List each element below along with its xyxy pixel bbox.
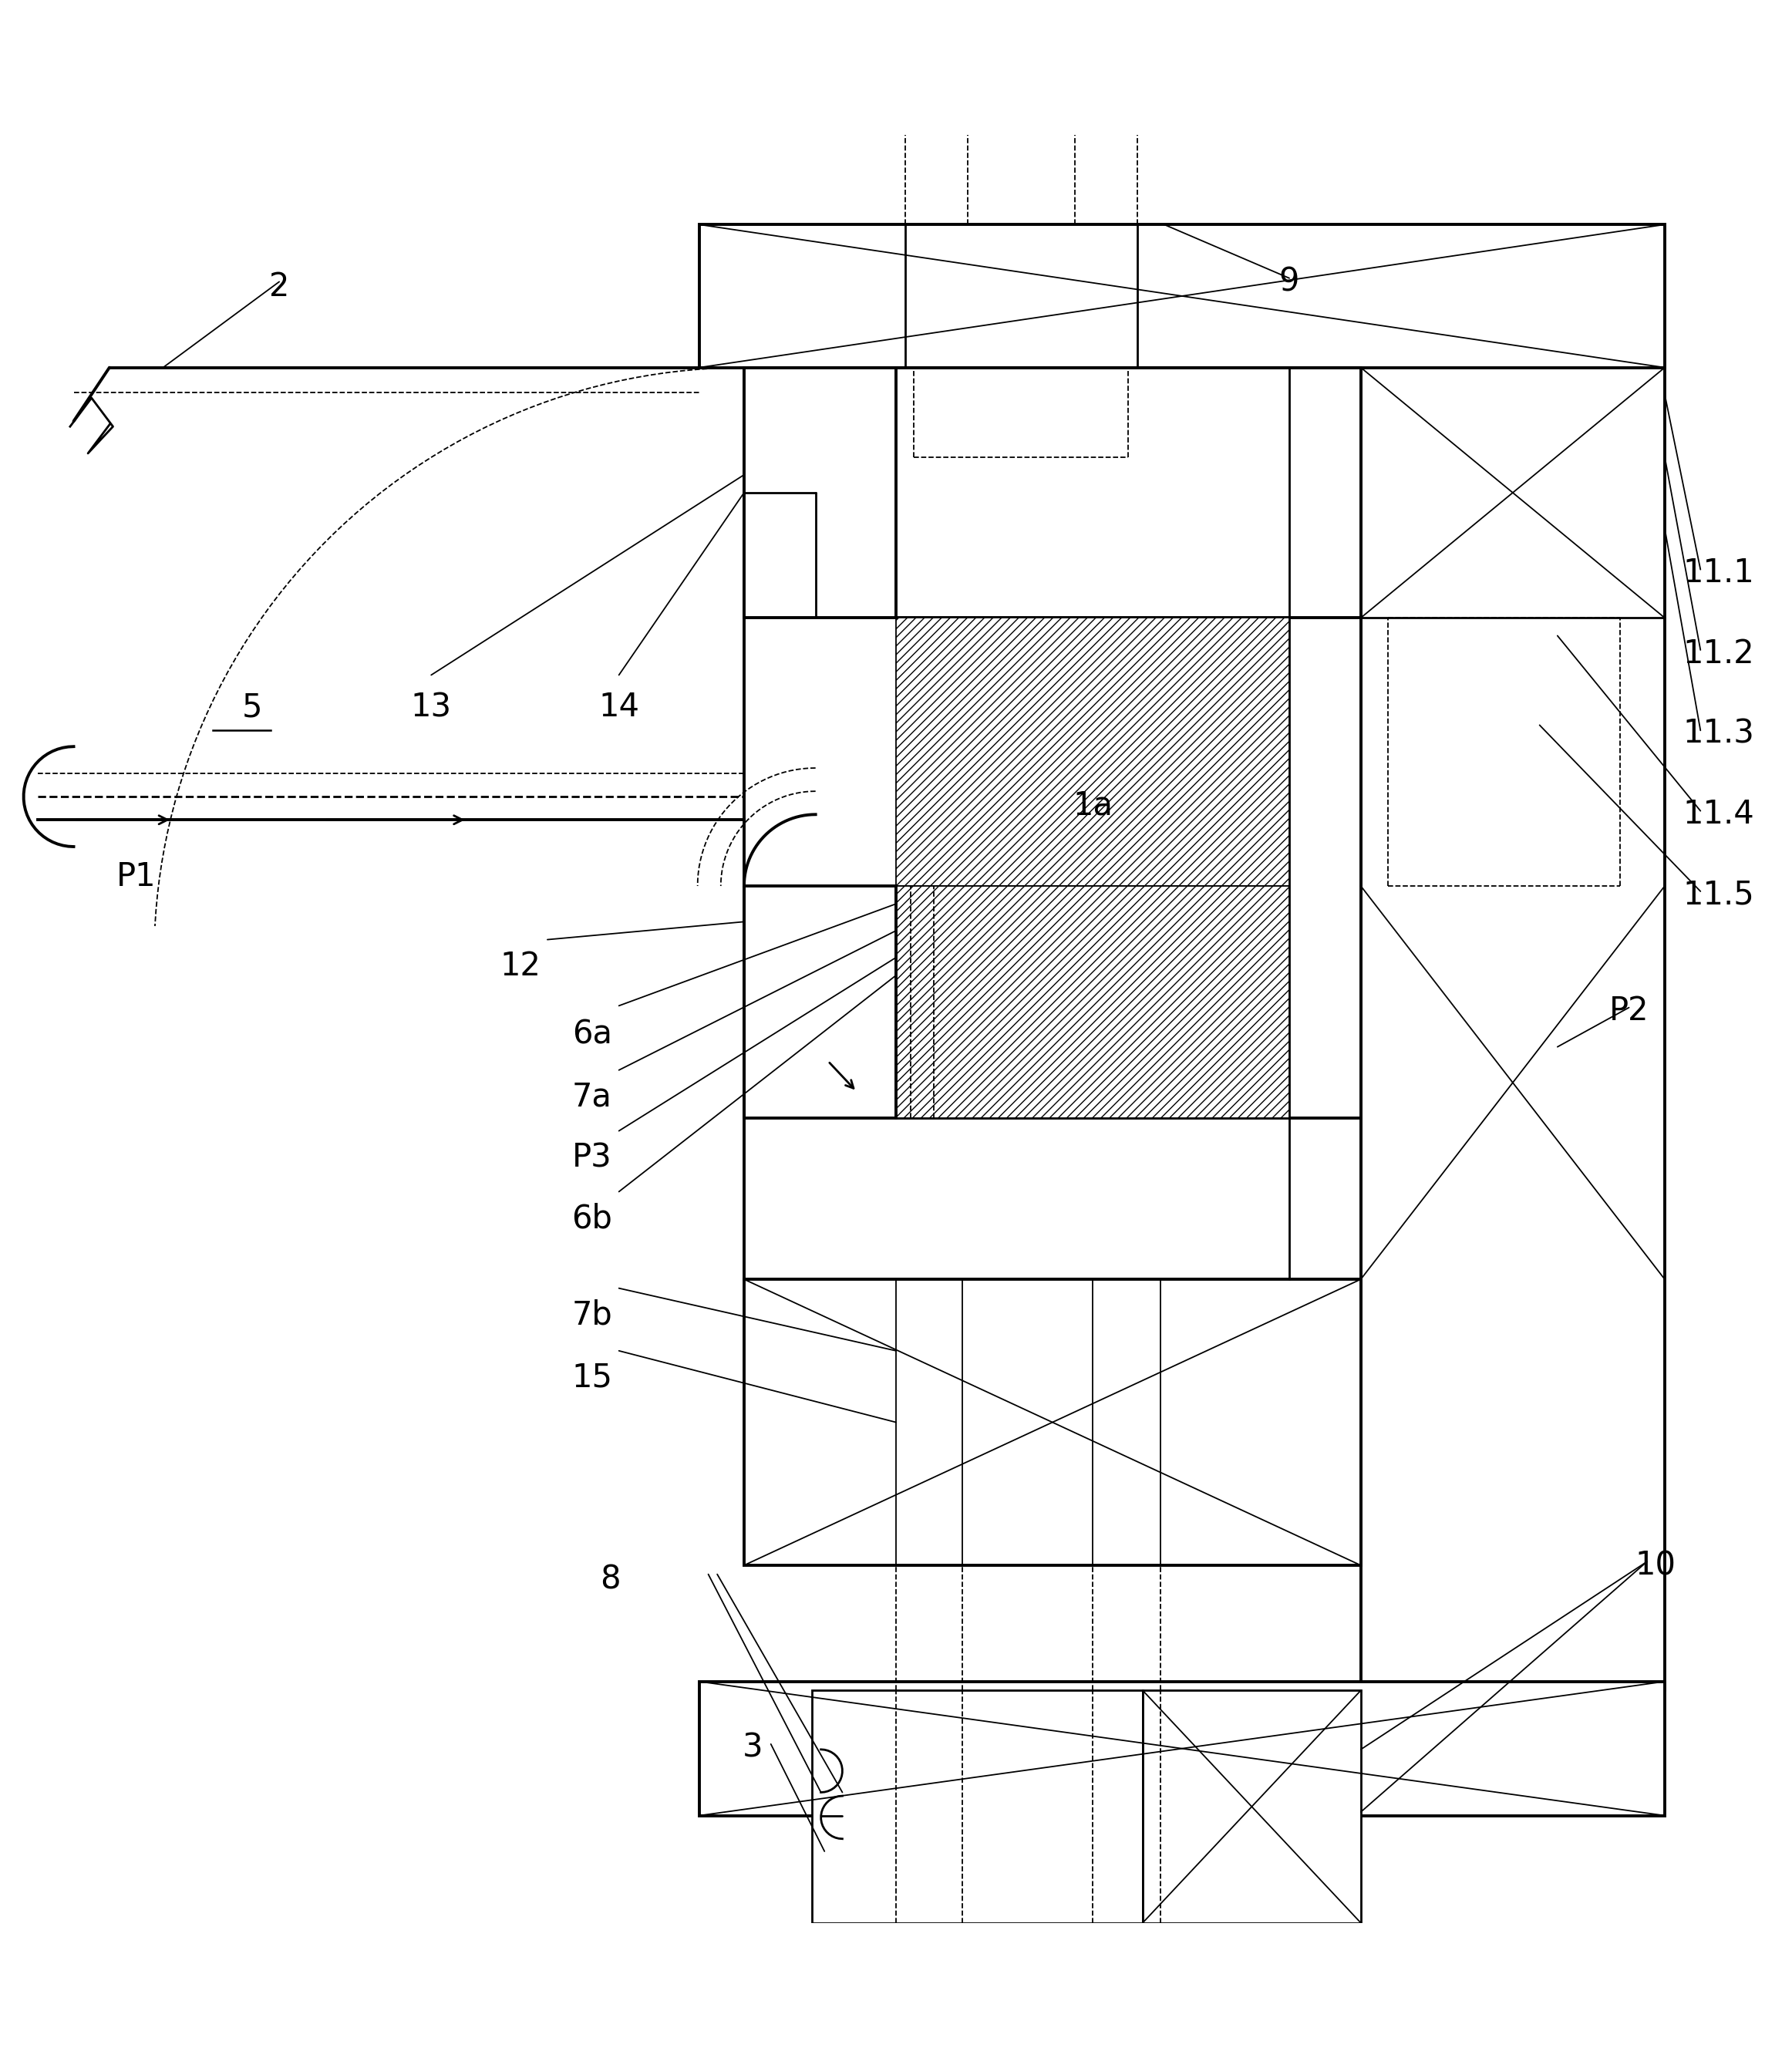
Bar [744, 368, 1360, 1280]
Text: 6a: 6a [572, 1019, 613, 1050]
Text: 5: 5 [242, 691, 263, 724]
Text: 11.2: 11.2 [1683, 638, 1754, 669]
Text: 12: 12 [500, 951, 541, 982]
Bar [699, 1681, 1665, 1815]
Bar [896, 617, 1288, 887]
Text: 11.4: 11.4 [1683, 799, 1754, 831]
Text: 14: 14 [599, 691, 640, 724]
Text: 7a: 7a [572, 1080, 613, 1113]
Bar [699, 224, 1665, 368]
Text: 2: 2 [269, 272, 289, 303]
Text: 11.1: 11.1 [1683, 558, 1754, 589]
Text: 13: 13 [410, 691, 452, 724]
Text: 8: 8 [600, 1564, 620, 1595]
Bar [1143, 1690, 1360, 1922]
Bar [812, 1690, 1143, 1922]
Text: 10: 10 [1636, 1550, 1676, 1581]
Bar [896, 887, 1288, 1117]
Text: 15: 15 [572, 1362, 613, 1393]
Text: 11.3: 11.3 [1683, 718, 1754, 751]
Text: 1a: 1a [1073, 790, 1113, 821]
Text: 6b: 6b [572, 1202, 613, 1235]
Text: P1: P1 [116, 860, 156, 893]
Bar [744, 1280, 1360, 1566]
Bar [744, 368, 896, 617]
Text: P2: P2 [1609, 994, 1649, 1027]
Text: 11.5: 11.5 [1683, 879, 1754, 912]
Text: 9: 9 [1279, 265, 1299, 298]
Bar [1360, 224, 1665, 1690]
Text: 7b: 7b [572, 1299, 613, 1332]
Text: P3: P3 [572, 1142, 613, 1173]
Text: 3: 3 [742, 1731, 763, 1764]
